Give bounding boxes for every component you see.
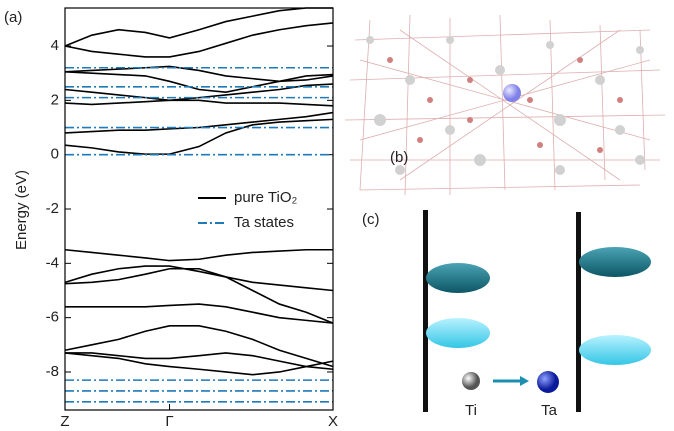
panel-label: (a) bbox=[4, 9, 22, 26]
band-line bbox=[65, 250, 333, 261]
y-tick-label: 4 bbox=[51, 37, 59, 54]
panel-label: (b) bbox=[390, 149, 408, 166]
y-axis-label: Energy (eV) bbox=[13, 170, 30, 250]
band-line bbox=[65, 119, 333, 154]
y-tick-label: 0 bbox=[51, 146, 59, 163]
atom-label: Ti bbox=[465, 402, 477, 419]
band-line bbox=[65, 353, 333, 369]
band-line bbox=[65, 266, 333, 290]
x-tick-label: Z bbox=[60, 413, 69, 430]
band-line bbox=[65, 113, 333, 133]
figure: (a) Energy (eV) 4 2 0 -2 -4 -6 -8 Z Γ Xpure TiO₂ T… bbox=[0, 0, 674, 431]
legend-label: pure TiO₂ bbox=[234, 189, 298, 206]
y-tick-label: -6 bbox=[46, 309, 59, 326]
x-tick-label: Γ bbox=[165, 413, 173, 430]
band-line bbox=[65, 269, 333, 323]
y-tick-label: 2 bbox=[51, 91, 59, 108]
y-tick-label: -2 bbox=[46, 200, 59, 217]
crystal-image bbox=[345, 15, 665, 195]
atom-label: Ta bbox=[541, 402, 558, 419]
band-line bbox=[65, 23, 333, 57]
band-line bbox=[65, 72, 333, 92]
x-tick-label: X bbox=[328, 413, 338, 430]
band-line bbox=[65, 304, 333, 323]
scheme-diagram bbox=[423, 210, 651, 412]
band-line bbox=[65, 326, 333, 367]
legend-label: Ta states bbox=[234, 214, 294, 231]
y-tick-label: -8 bbox=[46, 363, 59, 380]
panel-label: (c) bbox=[362, 211, 380, 228]
y-tick-label: -4 bbox=[46, 254, 59, 271]
